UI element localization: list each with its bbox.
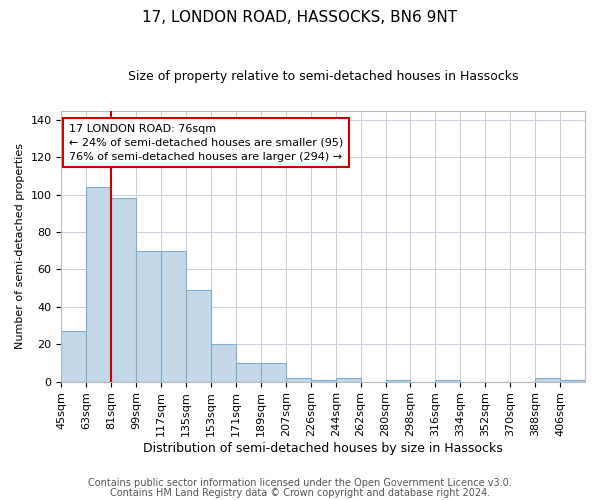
X-axis label: Distribution of semi-detached houses by size in Hassocks: Distribution of semi-detached houses by … (143, 442, 503, 455)
Bar (111, 198, 136, 382)
Bar (535, 378, 560, 382)
Bar (136, 250, 161, 382)
Bar (261, 363, 286, 382)
Bar (560, 380, 585, 382)
Bar (211, 344, 236, 382)
Text: 17, LONDON ROAD, HASSOCKS, BN6 9NT: 17, LONDON ROAD, HASSOCKS, BN6 9NT (142, 10, 458, 25)
Title: Size of property relative to semi-detached houses in Hassocks: Size of property relative to semi-detach… (128, 70, 518, 83)
Bar (311, 380, 335, 382)
Bar (61, 331, 86, 382)
Bar (386, 380, 410, 382)
Bar (186, 290, 211, 382)
Bar (286, 378, 311, 382)
Bar (236, 363, 261, 382)
Text: Contains public sector information licensed under the Open Government Licence v3: Contains public sector information licen… (88, 478, 512, 488)
Text: Contains HM Land Registry data © Crown copyright and database right 2024.: Contains HM Land Registry data © Crown c… (110, 488, 490, 498)
Bar (86, 187, 111, 382)
Y-axis label: Number of semi-detached properties: Number of semi-detached properties (15, 143, 25, 349)
Bar (161, 250, 186, 382)
Text: 17 LONDON ROAD: 76sqm
← 24% of semi-detached houses are smaller (95)
76% of semi: 17 LONDON ROAD: 76sqm ← 24% of semi-deta… (69, 124, 343, 162)
Bar (335, 378, 361, 382)
Bar (436, 380, 460, 382)
